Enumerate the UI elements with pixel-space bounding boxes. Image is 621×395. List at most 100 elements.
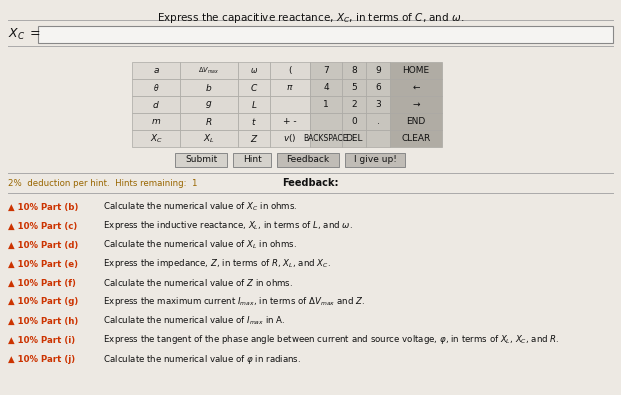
Text: $R$: $R$ [206, 116, 213, 127]
Text: ▲ 10% Part (i): ▲ 10% Part (i) [8, 335, 75, 344]
Bar [310, 113, 342, 130]
Bar [366, 96, 390, 113]
Text: Express the capacitive reactance, $X_C$, in terms of $C$, and $\omega$.: Express the capacitive reactance, $X_C$,… [157, 11, 465, 25]
Text: 9: 9 [375, 66, 381, 75]
Text: .: . [376, 117, 379, 126]
Bar [366, 130, 390, 147]
Bar [342, 62, 366, 79]
Bar [270, 96, 310, 113]
Bar [310, 96, 342, 113]
Text: ▲ 10% Part (j): ▲ 10% Part (j) [8, 354, 75, 363]
Text: ▲ 10% Part (g): ▲ 10% Part (g) [8, 297, 78, 307]
Text: 0: 0 [351, 117, 357, 126]
Text: Feedback: Feedback [286, 156, 330, 164]
Text: Calculate the numerical value of $X_C$ in ohms.: Calculate the numerical value of $X_C$ i… [98, 201, 297, 213]
Text: ▲ 10% Part (e): ▲ 10% Part (e) [8, 260, 78, 269]
Bar [342, 130, 366, 147]
Text: $\Delta V_{max}$: $\Delta V_{max}$ [198, 66, 220, 75]
Text: 8: 8 [351, 66, 357, 75]
Text: $b$: $b$ [206, 82, 212, 93]
Text: $Z$: $Z$ [250, 133, 258, 144]
Text: Calculate the numerical value of $I_{max}$ in A.: Calculate the numerical value of $I_{max… [98, 315, 286, 327]
Bar [390, 130, 442, 147]
Bar [342, 79, 366, 96]
Text: 3: 3 [375, 100, 381, 109]
Text: 1: 1 [323, 100, 329, 109]
Text: 4: 4 [323, 83, 329, 92]
Text: 2%  deduction per hint.  Hints remaining:  1: 2% deduction per hint. Hints remaining: … [8, 179, 197, 188]
Text: $g$: $g$ [206, 99, 212, 110]
Bar [366, 62, 390, 79]
Text: ←: ← [412, 83, 420, 92]
Text: + -: + - [283, 117, 297, 126]
Text: DEL: DEL [345, 134, 363, 143]
Text: Hint: Hint [243, 156, 261, 164]
Bar [390, 113, 442, 130]
Bar [345, 153, 405, 167]
Bar [390, 96, 442, 113]
Bar [238, 96, 270, 113]
Text: $X_C$: $X_C$ [8, 26, 25, 41]
Text: Calculate the numerical value of $X_L$ in ohms.: Calculate the numerical value of $X_L$ i… [98, 239, 297, 251]
Bar [366, 79, 390, 96]
Bar [277, 153, 339, 167]
Bar [132, 113, 180, 130]
Text: (: ( [288, 66, 292, 75]
Text: →: → [412, 100, 420, 109]
Bar [180, 96, 238, 113]
Text: 7: 7 [323, 66, 329, 75]
Text: Express the impedance, $Z$, in terms of $R$, $X_L$, and $X_C$.: Express the impedance, $Z$, in terms of … [98, 258, 331, 271]
Bar [238, 113, 270, 130]
Text: $C$: $C$ [250, 82, 258, 93]
Text: $\omega$: $\omega$ [250, 66, 258, 75]
Bar [238, 130, 270, 147]
Text: ▲ 10% Part (c): ▲ 10% Part (c) [8, 222, 77, 231]
Text: Express the tangent of the phase angle between current and source voltage, $\var: Express the tangent of the phase angle b… [98, 333, 560, 346]
Bar [180, 79, 238, 96]
Text: Calculate the numerical value of $Z$ in ohms.: Calculate the numerical value of $Z$ in … [98, 278, 293, 288]
Text: ▲ 10% Part (b): ▲ 10% Part (b) [8, 203, 78, 211]
Text: $m$: $m$ [151, 117, 161, 126]
Text: I give up!: I give up! [353, 156, 396, 164]
Bar [366, 113, 390, 130]
Text: $v()$: $v()$ [283, 132, 297, 145]
Text: $\pi$: $\pi$ [286, 83, 294, 92]
Bar [270, 130, 310, 147]
Text: $a$: $a$ [153, 66, 160, 75]
Bar [342, 113, 366, 130]
Bar [38, 26, 613, 43]
Bar [310, 130, 342, 147]
Bar [310, 79, 342, 96]
Bar [132, 62, 180, 79]
Text: $X_L$: $X_L$ [203, 132, 215, 145]
Bar [180, 62, 238, 79]
Text: ▲ 10% Part (d): ▲ 10% Part (d) [8, 241, 78, 250]
Bar [132, 130, 180, 147]
Bar [270, 62, 310, 79]
Text: $d$: $d$ [152, 99, 160, 110]
Text: $L$: $L$ [251, 99, 257, 110]
Text: Feedback:: Feedback: [282, 178, 338, 188]
Bar [175, 153, 227, 167]
Bar [132, 79, 180, 96]
Bar [238, 62, 270, 79]
Bar [132, 96, 180, 113]
Text: $t$: $t$ [251, 116, 257, 127]
Text: CLEAR: CLEAR [401, 134, 430, 143]
Text: BACKSPACE: BACKSPACE [304, 134, 348, 143]
Text: Calculate the numerical value of $\varphi$ in radians.: Calculate the numerical value of $\varph… [98, 352, 301, 365]
Bar [342, 96, 366, 113]
Text: $X_C$: $X_C$ [150, 132, 163, 145]
Text: =: = [30, 28, 40, 41]
Text: END: END [406, 117, 425, 126]
Bar [390, 79, 442, 96]
Text: 2: 2 [351, 100, 357, 109]
Text: Express the maximum current $I_{max}$, in terms of $\Delta V_{max}$ and $Z$.: Express the maximum current $I_{max}$, i… [98, 295, 365, 308]
Text: ▲ 10% Part (f): ▲ 10% Part (f) [8, 278, 76, 288]
Bar [310, 62, 342, 79]
Text: $\theta$: $\theta$ [153, 82, 159, 93]
Bar [233, 153, 271, 167]
Bar [390, 62, 442, 79]
Bar [270, 79, 310, 96]
Text: ▲ 10% Part (h): ▲ 10% Part (h) [8, 316, 78, 325]
